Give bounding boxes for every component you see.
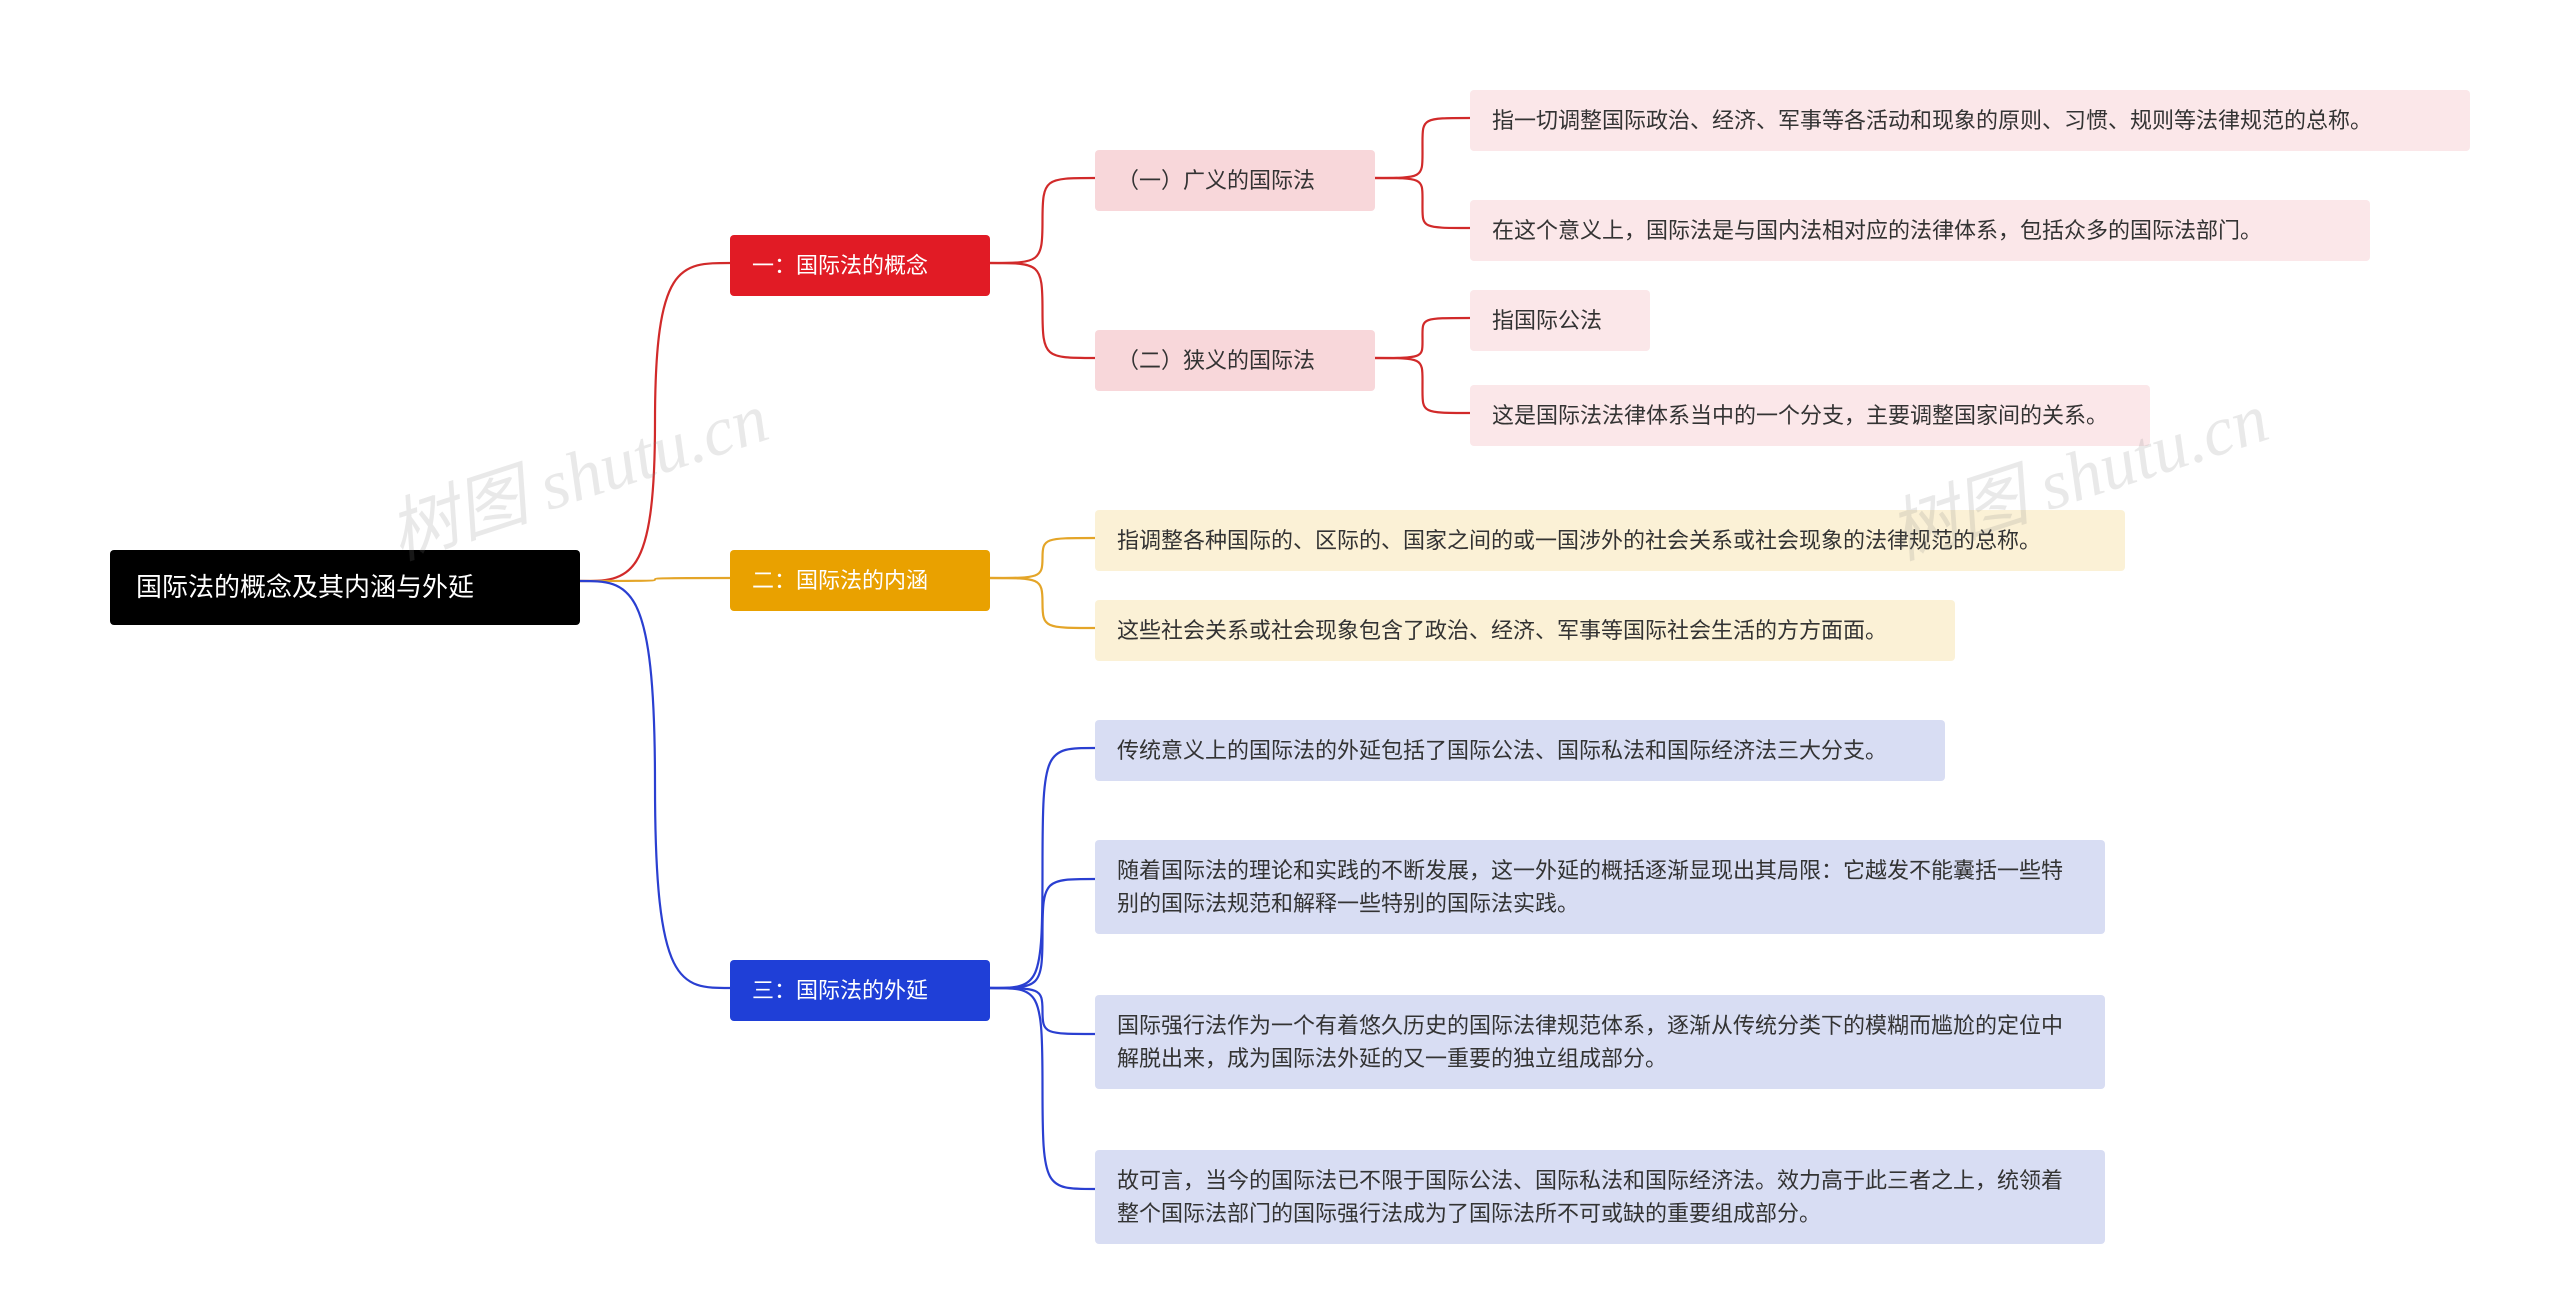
connector bbox=[990, 988, 1095, 1034]
branch1-sub1-leaf2: 在这个意义上，国际法是与国内法相对应的法律体系，包括众多的国际法部门。 bbox=[1470, 200, 2370, 261]
branch3-node: 三：国际法的外延 bbox=[730, 960, 990, 1021]
connector bbox=[1375, 178, 1470, 228]
branch1-sub1-leaf1: 指一切调整国际政治、经济、军事等各活动和现象的原则、习惯、规则等法律规范的总称。 bbox=[1470, 90, 2470, 151]
branch2-leaf2: 这些社会关系或社会现象包含了政治、经济、军事等国际社会生活的方方面面。 bbox=[1095, 600, 1955, 661]
connector bbox=[580, 263, 730, 581]
connector bbox=[990, 988, 1095, 1189]
branch1-sub2-leaf2: 这是国际法法律体系当中的一个分支，主要调整国家间的关系。 bbox=[1470, 385, 2150, 446]
branch3-leaf4: 故可言，当今的国际法已不限于国际公法、国际私法和国际经济法。效力高于此三者之上，… bbox=[1095, 1150, 2105, 1244]
connector bbox=[990, 748, 1095, 988]
branch3-leaf1: 传统意义上的国际法的外延包括了国际公法、国际私法和国际经济法三大分支。 bbox=[1095, 720, 1945, 781]
connector bbox=[580, 581, 730, 988]
connector bbox=[990, 178, 1095, 263]
branch3-leaf2: 随着国际法的理论和实践的不断发展，这一外延的概括逐渐显现出其局限：它越发不能囊括… bbox=[1095, 840, 2105, 934]
connector bbox=[1375, 118, 1470, 178]
branch2-leaf1: 指调整各种国际的、区际的、国家之间的或一国涉外的社会关系或社会现象的法律规范的总… bbox=[1095, 510, 2125, 571]
branch1-sub2-node: （二）狭义的国际法 bbox=[1095, 330, 1375, 391]
connector bbox=[1375, 318, 1470, 358]
watermark: 树图 shutu.cn bbox=[374, 362, 779, 579]
branch1-sub2-leaf1: 指国际公法 bbox=[1470, 290, 1650, 351]
connector bbox=[990, 538, 1095, 578]
branch1-node: 一：国际法的概念 bbox=[730, 235, 990, 296]
connector bbox=[990, 578, 1095, 628]
branch3-leaf3: 国际强行法作为一个有着悠久历史的国际法律规范体系，逐渐从传统分类下的模糊而尴尬的… bbox=[1095, 995, 2105, 1089]
branch1-sub1-node: （一）广义的国际法 bbox=[1095, 150, 1375, 211]
branch2-node: 二：国际法的内涵 bbox=[730, 550, 990, 611]
connector bbox=[1375, 358, 1470, 413]
connector bbox=[580, 578, 730, 581]
root-node: 国际法的概念及其内涵与外延 bbox=[110, 550, 580, 625]
connector bbox=[990, 879, 1095, 988]
connector bbox=[990, 263, 1095, 358]
